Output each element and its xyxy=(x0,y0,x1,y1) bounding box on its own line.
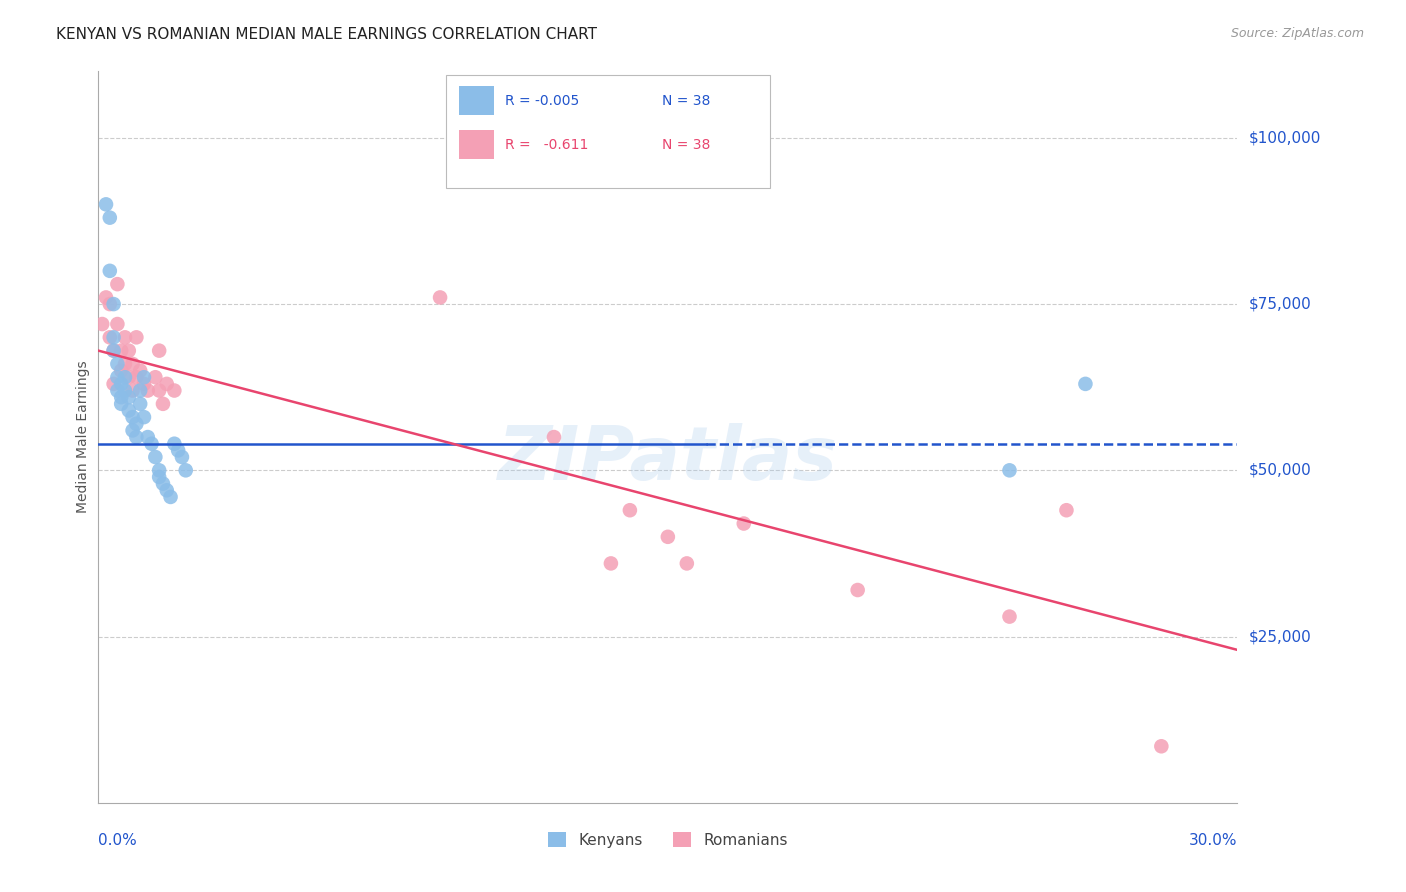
Text: $25,000: $25,000 xyxy=(1249,629,1312,644)
Point xyxy=(156,483,179,498)
Point xyxy=(132,410,155,425)
Point xyxy=(600,557,623,571)
Point xyxy=(657,530,679,544)
Point xyxy=(141,436,163,450)
Text: Source: ZipAtlas.com: Source: ZipAtlas.com xyxy=(1230,27,1364,40)
Point xyxy=(125,370,148,384)
Point xyxy=(998,609,1021,624)
Point xyxy=(103,343,125,358)
Point xyxy=(129,363,152,377)
Point xyxy=(94,197,117,211)
Point xyxy=(110,390,132,404)
Point xyxy=(145,450,167,464)
Point xyxy=(543,430,565,444)
Point xyxy=(163,384,186,398)
Text: ZIPatlas: ZIPatlas xyxy=(498,423,838,496)
Text: 30.0%: 30.0% xyxy=(1189,833,1237,848)
Point xyxy=(136,430,159,444)
Point xyxy=(145,370,167,384)
Point xyxy=(107,317,129,331)
Point xyxy=(118,370,141,384)
Point xyxy=(103,343,125,358)
Point xyxy=(125,417,148,431)
Text: $75,000: $75,000 xyxy=(1249,297,1312,311)
Point xyxy=(98,297,121,311)
Point xyxy=(174,463,197,477)
Point xyxy=(91,317,114,331)
Y-axis label: Median Male Earnings: Median Male Earnings xyxy=(76,360,90,514)
Point xyxy=(103,297,125,311)
Text: 0.0%: 0.0% xyxy=(98,833,138,848)
Point xyxy=(110,376,132,391)
Point xyxy=(148,343,170,358)
FancyBboxPatch shape xyxy=(460,130,494,159)
Point xyxy=(156,376,179,391)
Point xyxy=(110,343,132,358)
Text: R =   -0.611: R = -0.611 xyxy=(505,137,588,152)
Point xyxy=(98,330,121,344)
Text: KENYAN VS ROMANIAN MEDIAN MALE EARNINGS CORRELATION CHART: KENYAN VS ROMANIAN MEDIAN MALE EARNINGS … xyxy=(56,27,598,42)
Point xyxy=(129,397,152,411)
Point xyxy=(1056,503,1078,517)
Point xyxy=(148,463,170,477)
Point xyxy=(118,343,141,358)
Point xyxy=(163,436,186,450)
Point xyxy=(114,330,136,344)
Point xyxy=(152,476,174,491)
Text: $50,000: $50,000 xyxy=(1249,463,1312,478)
Point xyxy=(98,264,121,278)
Legend: Kenyans, Romanians: Kenyans, Romanians xyxy=(541,825,794,854)
Point xyxy=(1074,376,1097,391)
Point xyxy=(103,330,125,344)
FancyBboxPatch shape xyxy=(460,86,494,115)
Point xyxy=(148,470,170,484)
Point xyxy=(998,463,1021,477)
Point xyxy=(121,424,143,438)
Point xyxy=(129,384,152,398)
Point xyxy=(676,557,699,571)
Point xyxy=(121,357,143,371)
Point xyxy=(103,376,125,391)
Text: R = -0.005: R = -0.005 xyxy=(505,94,579,108)
Point xyxy=(170,450,193,464)
Point xyxy=(159,490,181,504)
Point xyxy=(121,384,143,398)
Point xyxy=(152,397,174,411)
Point xyxy=(107,384,129,398)
Point xyxy=(132,376,155,391)
Point xyxy=(121,410,143,425)
Point xyxy=(94,290,117,304)
Point xyxy=(167,443,190,458)
Point xyxy=(1150,739,1173,754)
Point xyxy=(118,390,141,404)
Point xyxy=(98,211,121,225)
Point xyxy=(107,357,129,371)
Point xyxy=(114,384,136,398)
Point xyxy=(114,357,136,371)
FancyBboxPatch shape xyxy=(446,75,770,188)
Point xyxy=(619,503,641,517)
Point xyxy=(110,363,132,377)
Point xyxy=(107,277,129,292)
Point xyxy=(429,290,451,304)
Point xyxy=(118,403,141,417)
Point xyxy=(136,384,159,398)
Point xyxy=(148,384,170,398)
Point xyxy=(132,370,155,384)
Point xyxy=(846,582,869,597)
Point xyxy=(125,330,148,344)
Point xyxy=(114,370,136,384)
Point xyxy=(110,397,132,411)
Point xyxy=(125,430,148,444)
Point xyxy=(733,516,755,531)
Point xyxy=(107,370,129,384)
Text: N = 38: N = 38 xyxy=(662,137,710,152)
Text: $100,000: $100,000 xyxy=(1249,130,1320,145)
Text: N = 38: N = 38 xyxy=(662,94,710,108)
